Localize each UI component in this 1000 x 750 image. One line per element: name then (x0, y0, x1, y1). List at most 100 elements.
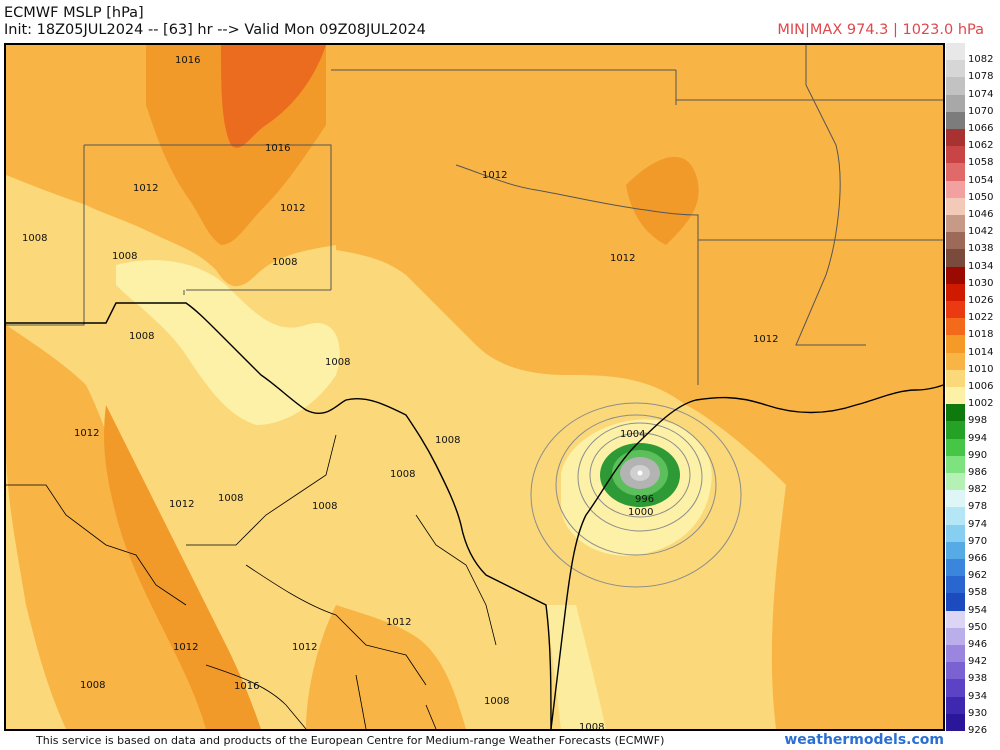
colorbar-row: 1006 (946, 369, 1000, 392)
colorbar-swatch (946, 94, 965, 112)
colorbar-label: 1054 (968, 174, 994, 186)
colorbar-label: 958 (968, 587, 988, 599)
colorbar-label: 1042 (968, 226, 994, 238)
colorbar-label: 970 (968, 535, 988, 547)
isobar-label: 1012 (169, 499, 194, 510)
colorbar-row: 926 (946, 713, 1000, 736)
isobar-label: 1012 (280, 203, 305, 214)
colorbar-label: 1062 (968, 140, 994, 152)
colorbar-label: 1006 (968, 380, 994, 392)
colorbar-swatch (946, 421, 965, 439)
pressure-map[interactable]: 1016 1016 1012 1012 1008 1008 1012 1012 … (4, 43, 945, 731)
colorbar-row: 966 (946, 541, 1000, 564)
colorbar-row: 1026 (946, 283, 1000, 306)
map-canvas: 1016 1016 1012 1012 1008 1008 1012 1012 … (6, 45, 943, 729)
colorbar-row: 1074 (946, 77, 1000, 100)
colorbar-swatch (946, 283, 965, 301)
colorbar-row: 1038 (946, 232, 1000, 254)
isobar-label: 1008 (272, 257, 297, 268)
colorbar-row: 978 (946, 490, 1000, 512)
colorbar-swatch (946, 146, 965, 164)
colorbar-label: 998 (968, 415, 988, 427)
colorbar-swatch (946, 404, 965, 422)
colorbar-row: 986 (946, 455, 1000, 478)
colorbar-row: 1070 (946, 94, 1000, 117)
colorbar-row: 1022 (946, 301, 1000, 323)
colorbar-label: 1038 (968, 243, 994, 255)
colorbar-row: 974 (946, 507, 1000, 530)
colorbar-label: 1074 (968, 88, 994, 100)
isobar-label: 1008 (129, 331, 154, 342)
isobar-label: 1008 (390, 469, 415, 480)
colorbar-row: 1014 (946, 335, 1000, 358)
attribution-text: This service is based on data and produc… (36, 734, 665, 747)
isobar-labels: 1016 1016 1012 1012 1008 1008 1012 1012 … (22, 55, 778, 729)
colorbar-swatch (946, 387, 965, 405)
min-max-readout: MIN|MAX 974.3 | 1023.0 hPa (777, 22, 984, 38)
colorbar-swatch (946, 473, 965, 491)
colorbar-swatch (946, 197, 965, 215)
colorbar-row: 970 (946, 524, 1000, 547)
state-borders (6, 45, 943, 385)
colorbar-swatch (946, 438, 965, 456)
low-eye (637, 470, 643, 476)
colorbar-swatch (946, 163, 965, 181)
colorbar-label: 1050 (968, 191, 994, 203)
colorbar-swatch (946, 713, 965, 731)
colorbar-label: 1022 (968, 312, 994, 324)
mexico-state-lines (6, 434, 497, 729)
colorbar-row: 998 (946, 404, 1000, 426)
colorbar-label: 1026 (968, 294, 994, 306)
colorbar-row: 1082 (946, 43, 1000, 65)
colorbar-swatch (946, 266, 965, 284)
colorbar-swatch (946, 559, 965, 577)
orange-region-northeast (336, 45, 943, 729)
colorbar-label: 994 (968, 432, 988, 444)
colorbar-label: 974 (968, 518, 988, 530)
isobar-label: 1008 (312, 501, 337, 512)
colorbar-label: 938 (968, 673, 988, 685)
isobar-label: 1008 (435, 435, 460, 446)
colorbar-row: 1058 (946, 146, 1000, 168)
isobar-label: 1012 (610, 253, 635, 264)
deepest-orange-high (221, 45, 326, 148)
isobar-label: 1012 (386, 617, 411, 628)
colorbar-swatch (946, 43, 965, 61)
colorbar-label: 982 (968, 484, 988, 496)
isobar-label: 1008 (325, 357, 350, 368)
isobar-label: 1008 (22, 233, 47, 244)
colorbar-row: 994 (946, 421, 1000, 444)
isobar-label: 1016 (175, 55, 200, 66)
colorbar-swatch (946, 180, 965, 198)
colorbar-label: 942 (968, 656, 988, 668)
colorbar-row: 1034 (946, 249, 1000, 272)
colorbar-swatch (946, 593, 965, 611)
colorbar-swatch (946, 215, 965, 233)
chart-title: ECMWF MSLP [hPa] (4, 5, 144, 21)
colorbar-row: 1018 (946, 318, 1000, 340)
colorbar-label: 986 (968, 466, 988, 478)
colorbar-row: 958 (946, 576, 1000, 598)
colorbar-label: 978 (968, 501, 988, 513)
colorbar-swatch (946, 455, 965, 473)
colorbar-label: 934 (968, 690, 988, 702)
colorbar-row: 1030 (946, 266, 1000, 289)
colorbar-label: 966 (968, 552, 988, 564)
colorbar-swatch (946, 301, 965, 319)
colorbar-swatch (946, 679, 965, 697)
colorbar-row: 934 (946, 679, 1000, 702)
colorbar-label: 1030 (968, 277, 994, 289)
colorbar-row: 954 (946, 593, 1000, 616)
colorbar-row: 990 (946, 438, 1000, 461)
colorbar-swatch (946, 507, 965, 525)
colorbar-label: 1034 (968, 260, 994, 272)
isobar-label: 1012 (173, 642, 198, 653)
isobar-label: 1008 (112, 251, 137, 262)
colorbar-label: 954 (968, 604, 988, 616)
brand-link[interactable]: weathermodels.com (784, 732, 944, 748)
colorbar-row: 1054 (946, 163, 1000, 186)
pale-band-coast (546, 605, 606, 729)
isobar-label: 1012 (133, 183, 158, 194)
colorbar-row: 950 (946, 610, 1000, 633)
colorbar-label: 1046 (968, 208, 994, 220)
